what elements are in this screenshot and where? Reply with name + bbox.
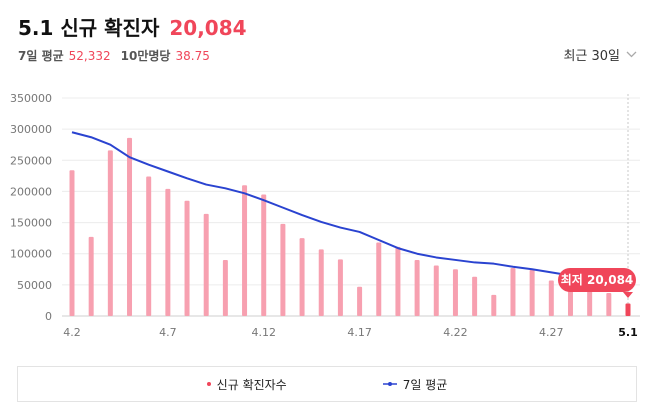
bar	[318, 249, 324, 316]
x-tick-label: 4.12	[251, 326, 276, 339]
bar	[337, 259, 343, 316]
bar	[452, 269, 458, 316]
bar	[395, 246, 401, 316]
bar	[107, 150, 113, 316]
bar	[529, 269, 535, 316]
per100k-value: 38.75	[175, 49, 210, 63]
y-tick-label: 150000	[10, 217, 52, 230]
bar	[299, 238, 305, 316]
x-tick-label: 5.1	[618, 326, 638, 339]
bar	[146, 176, 152, 316]
bar	[242, 185, 248, 316]
cases-chart: 0 50000 100000 150000 200000 250000 300000 3500…	[10, 92, 640, 339]
legend-item-new-cases[interactable]: 신규 확진자수	[206, 376, 287, 393]
y-tick-label: 300000	[10, 123, 52, 136]
summary-row: 7일 평균 52,332 10만명당 38.75	[18, 47, 220, 64]
bar	[587, 289, 593, 316]
bar	[184, 200, 190, 316]
legend-avg7-label: 7일 평균	[402, 377, 448, 392]
bar	[165, 188, 171, 316]
bar	[222, 259, 228, 316]
bar	[625, 303, 631, 316]
bar	[548, 280, 554, 316]
bar	[567, 284, 573, 316]
y-tick-label: 50000	[17, 279, 52, 292]
bar	[280, 223, 286, 316]
bar	[433, 265, 439, 316]
bar	[69, 170, 75, 316]
x-tick-label: 4.27	[539, 326, 564, 339]
x-tick-label: 4.22	[443, 326, 468, 339]
series-line-avg7	[71, 131, 629, 285]
bar	[472, 276, 478, 316]
y-tick-label: 200000	[10, 185, 52, 198]
range-dropdown[interactable]: 최근 30일	[563, 45, 637, 64]
x-tick-label: 4.2	[63, 326, 81, 339]
bar	[203, 213, 209, 316]
bar	[491, 294, 497, 316]
bar-dot-icon	[206, 382, 211, 386]
range-label: 최근 30일	[563, 49, 620, 64]
page-title: 5.1 신규 확진자	[18, 16, 160, 40]
bar	[357, 286, 363, 316]
legend-item-avg7[interactable]: 7일 평균	[382, 376, 448, 393]
chart-header: 5.1 신규 확진자 20,084	[18, 12, 247, 41]
tooltip-pointer	[623, 292, 633, 298]
bar	[376, 242, 382, 316]
new-cases-total: 20,084	[169, 16, 247, 40]
bar	[127, 137, 133, 316]
y-tick-label: 100000	[10, 248, 52, 261]
line-marker-icon	[382, 381, 397, 387]
avg7-value: 52,332	[68, 49, 111, 63]
per100k-label: 10만명당	[120, 49, 171, 63]
bar	[510, 268, 516, 316]
bar	[414, 259, 420, 316]
chart-legend: 신규 확진자수 7일 평균	[17, 366, 637, 402]
x-tick-label: 4.17	[347, 326, 372, 339]
bar	[606, 292, 612, 316]
y-tick-label: 0	[45, 310, 52, 323]
tooltip-label: 최저	[561, 272, 587, 287]
tooltip-bubble	[558, 268, 636, 292]
y-tick-label: 350000	[10, 92, 52, 105]
x-tick-label: 4.7	[159, 326, 177, 339]
avg7-label: 7일 평균	[18, 49, 64, 63]
tooltip-text: 최저 20,084	[561, 272, 634, 287]
bar	[261, 194, 267, 316]
bar	[88, 236, 94, 316]
tooltip-value: 20,084	[587, 273, 633, 287]
legend-new-cases-label: 신규 확진자수	[216, 377, 287, 392]
chevron-down-icon	[626, 48, 637, 61]
y-tick-label: 250000	[10, 154, 52, 167]
